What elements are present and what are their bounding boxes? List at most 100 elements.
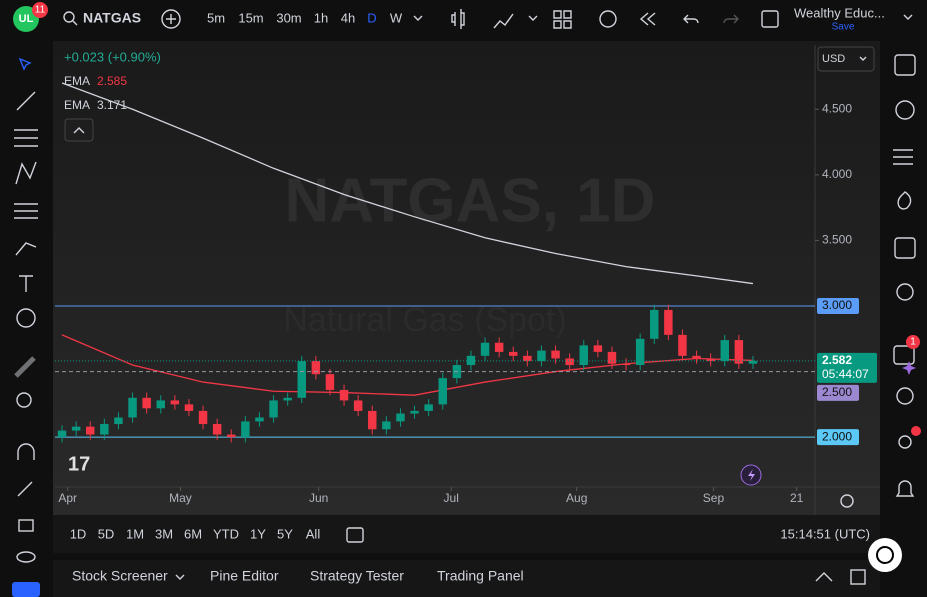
panel-maximize[interactable] bbox=[815, 572, 833, 582]
horizontal-line-label-bg bbox=[817, 429, 859, 446]
timeframe[interactable]: W bbox=[390, 10, 403, 25]
range-button[interactable]: YTD bbox=[213, 526, 239, 541]
candle-body bbox=[86, 426, 95, 435]
indicators-icon[interactable] bbox=[493, 13, 514, 29]
hide-tool[interactable] bbox=[16, 551, 36, 563]
marker-label: 2.500 bbox=[822, 385, 852, 399]
range-button[interactable]: 5D bbox=[98, 526, 115, 541]
panel-tab[interactable]: Strategy Tester bbox=[310, 568, 404, 584]
ai-icon[interactable] bbox=[902, 361, 916, 375]
screener-dropdown[interactable] bbox=[175, 574, 185, 580]
panel-tab[interactable]: Pine Editor bbox=[210, 568, 279, 584]
last-price: 2.582 bbox=[822, 353, 852, 367]
watchlist-icon[interactable] bbox=[894, 54, 916, 76]
timeframe[interactable]: 1h bbox=[314, 10, 328, 25]
ema-value: 2.585 bbox=[97, 74, 127, 88]
chart-type-icon[interactable] bbox=[451, 9, 465, 29]
broadcast-icon[interactable] bbox=[898, 435, 912, 449]
candle-body bbox=[227, 434, 236, 438]
account-dropdown[interactable] bbox=[903, 14, 913, 20]
brush-tool[interactable] bbox=[15, 242, 37, 256]
ema-name: EMA bbox=[64, 98, 90, 112]
hotlist-icon[interactable] bbox=[897, 191, 912, 210]
ideas-icon[interactable] bbox=[896, 283, 914, 301]
zoom-tool[interactable] bbox=[16, 392, 32, 408]
range-button[interactable]: 1M bbox=[126, 526, 144, 541]
candle-body bbox=[537, 350, 546, 362]
ranges: 1D 5D 1M 3M 6M YTD 1Y 5Y All bbox=[70, 526, 321, 541]
chart-pane bbox=[53, 41, 880, 515]
save-label[interactable]: Save bbox=[832, 22, 855, 33]
candle-body bbox=[678, 334, 687, 356]
candle-body bbox=[297, 361, 306, 398]
collapse-legend[interactable] bbox=[64, 118, 94, 142]
compare-button[interactable] bbox=[161, 9, 181, 29]
indicators-dropdown[interactable] bbox=[528, 15, 538, 21]
stay-drawing-tool[interactable] bbox=[17, 481, 33, 497]
cursor-tool[interactable] bbox=[18, 57, 32, 71]
fullscreen-icon[interactable] bbox=[761, 10, 779, 28]
x-tick-label: Jun bbox=[309, 491, 328, 505]
timeframe[interactable]: 5m bbox=[207, 10, 225, 25]
pattern-tool[interactable] bbox=[15, 161, 37, 185]
range-button[interactable]: 1Y bbox=[250, 526, 266, 541]
timeframe[interactable]: 15m bbox=[238, 10, 263, 25]
list-icon[interactable] bbox=[893, 149, 913, 165]
candle-body bbox=[621, 363, 631, 366]
measure-tool[interactable] bbox=[14, 356, 36, 378]
candle-body bbox=[664, 309, 673, 335]
trash-tool[interactable] bbox=[12, 582, 40, 597]
prediction-tool[interactable] bbox=[14, 203, 38, 219]
timeframe-dropdown[interactable] bbox=[413, 15, 423, 21]
candle-body bbox=[339, 389, 349, 401]
panel-tab[interactable]: Trading Panel bbox=[437, 568, 524, 584]
range-button[interactable]: 6M bbox=[184, 526, 202, 541]
panel-tab[interactable]: Stock Screener bbox=[72, 568, 168, 584]
undo-icon[interactable] bbox=[683, 14, 699, 24]
chat-badge bbox=[906, 335, 920, 349]
fib-tool[interactable] bbox=[14, 129, 38, 147]
magnet-tool[interactable] bbox=[17, 443, 35, 460]
symbol[interactable]: NATGAS bbox=[83, 10, 141, 26]
candle-body bbox=[551, 350, 560, 359]
search-icon[interactable] bbox=[63, 11, 75, 23]
candle-body bbox=[382, 421, 391, 430]
trend-line-tool[interactable] bbox=[16, 91, 36, 111]
calendar-icon[interactable] bbox=[894, 237, 916, 259]
chat-icon[interactable] bbox=[893, 345, 915, 365]
timeframe[interactable]: 30m bbox=[276, 10, 301, 25]
range-button[interactable]: 5Y bbox=[277, 526, 293, 541]
candle-body bbox=[748, 360, 758, 364]
assistant-button[interactable] bbox=[868, 538, 902, 572]
alarm-icon[interactable] bbox=[895, 100, 915, 120]
candle-body bbox=[607, 351, 617, 364]
timeframe[interactable]: 4h bbox=[341, 10, 355, 25]
range-button[interactable]: 1D bbox=[70, 526, 87, 541]
logo-text: UL bbox=[19, 13, 34, 25]
candle-body bbox=[593, 345, 603, 352]
y-tick-label: 3.500 bbox=[822, 233, 852, 247]
timeframe[interactable]: D bbox=[367, 10, 376, 25]
horizontal-line-label-bg bbox=[817, 298, 859, 315]
replay-icon[interactable] bbox=[639, 12, 656, 26]
account-name[interactable]: Wealthy Educ... bbox=[794, 5, 885, 20]
candle-body bbox=[466, 355, 476, 366]
panel-restore[interactable] bbox=[850, 569, 866, 585]
ideas-stream-icon[interactable] bbox=[896, 387, 914, 405]
lock-tool[interactable] bbox=[18, 519, 34, 532]
range-button[interactable]: All bbox=[306, 526, 321, 541]
text-tool[interactable] bbox=[19, 275, 33, 292]
goto-date-icon[interactable] bbox=[346, 527, 364, 543]
alert-icon[interactable] bbox=[599, 10, 617, 28]
layout-icon[interactable] bbox=[553, 10, 572, 29]
candle-body bbox=[368, 410, 377, 430]
range-button[interactable]: 3M bbox=[155, 526, 173, 541]
emoji-tool[interactable] bbox=[16, 308, 36, 328]
settings-icon[interactable] bbox=[840, 494, 854, 508]
currency-select[interactable] bbox=[817, 46, 875, 72]
candle-body bbox=[410, 410, 419, 414]
bottom-panel bbox=[53, 560, 880, 597]
candle-body bbox=[635, 338, 645, 366]
notifications-icon[interactable] bbox=[895, 480, 915, 497]
candle-body bbox=[156, 400, 165, 409]
